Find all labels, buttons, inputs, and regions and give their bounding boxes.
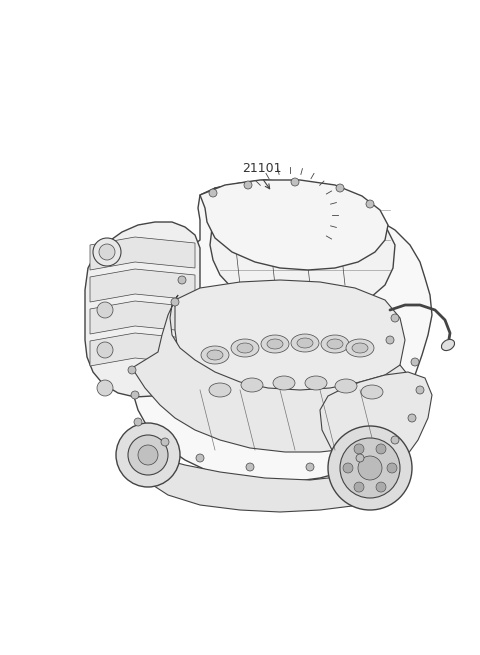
Circle shape: [358, 456, 382, 480]
Circle shape: [209, 189, 217, 197]
Ellipse shape: [207, 350, 223, 360]
Ellipse shape: [305, 376, 327, 390]
Ellipse shape: [335, 379, 357, 393]
Ellipse shape: [261, 335, 289, 353]
Circle shape: [116, 423, 180, 487]
Polygon shape: [90, 333, 195, 366]
Polygon shape: [140, 455, 400, 512]
Circle shape: [336, 184, 344, 192]
Polygon shape: [210, 180, 395, 312]
Circle shape: [134, 418, 142, 426]
Circle shape: [97, 342, 113, 358]
Ellipse shape: [291, 334, 319, 352]
Ellipse shape: [361, 385, 383, 399]
Circle shape: [386, 336, 394, 344]
Polygon shape: [90, 269, 195, 302]
Circle shape: [244, 181, 252, 189]
Polygon shape: [200, 180, 388, 270]
Circle shape: [376, 482, 386, 492]
Circle shape: [340, 438, 400, 498]
Polygon shape: [130, 180, 432, 483]
Circle shape: [131, 391, 139, 399]
Ellipse shape: [209, 383, 231, 397]
Ellipse shape: [241, 378, 263, 392]
Polygon shape: [85, 222, 200, 397]
Ellipse shape: [267, 339, 283, 349]
Ellipse shape: [201, 346, 229, 364]
Circle shape: [138, 445, 158, 465]
Circle shape: [391, 314, 399, 322]
Ellipse shape: [352, 343, 368, 353]
Ellipse shape: [327, 339, 343, 349]
Polygon shape: [90, 301, 195, 334]
Circle shape: [343, 463, 353, 473]
Circle shape: [196, 454, 204, 462]
Circle shape: [416, 386, 424, 394]
Circle shape: [328, 426, 412, 510]
Circle shape: [356, 454, 364, 462]
Polygon shape: [320, 372, 432, 470]
Polygon shape: [175, 280, 405, 415]
Ellipse shape: [297, 338, 313, 348]
Circle shape: [408, 414, 416, 422]
Circle shape: [161, 438, 169, 446]
Circle shape: [178, 276, 186, 284]
Circle shape: [93, 238, 121, 266]
Circle shape: [376, 444, 386, 454]
Ellipse shape: [442, 339, 455, 350]
Circle shape: [171, 298, 179, 306]
Circle shape: [246, 463, 254, 471]
Ellipse shape: [346, 339, 374, 357]
Ellipse shape: [237, 343, 253, 353]
Circle shape: [97, 380, 113, 396]
Circle shape: [411, 358, 419, 366]
Circle shape: [354, 444, 364, 454]
Circle shape: [97, 302, 113, 318]
Circle shape: [128, 366, 136, 374]
Circle shape: [387, 463, 397, 473]
Ellipse shape: [231, 339, 259, 357]
Circle shape: [128, 435, 168, 475]
Circle shape: [366, 200, 374, 208]
Ellipse shape: [273, 376, 295, 390]
Circle shape: [354, 482, 364, 492]
Circle shape: [99, 244, 115, 260]
Polygon shape: [132, 295, 415, 452]
Text: 21101: 21101: [242, 162, 282, 175]
Ellipse shape: [321, 335, 349, 353]
Circle shape: [391, 436, 399, 444]
Polygon shape: [90, 237, 195, 270]
Circle shape: [306, 463, 314, 471]
Circle shape: [291, 178, 299, 186]
